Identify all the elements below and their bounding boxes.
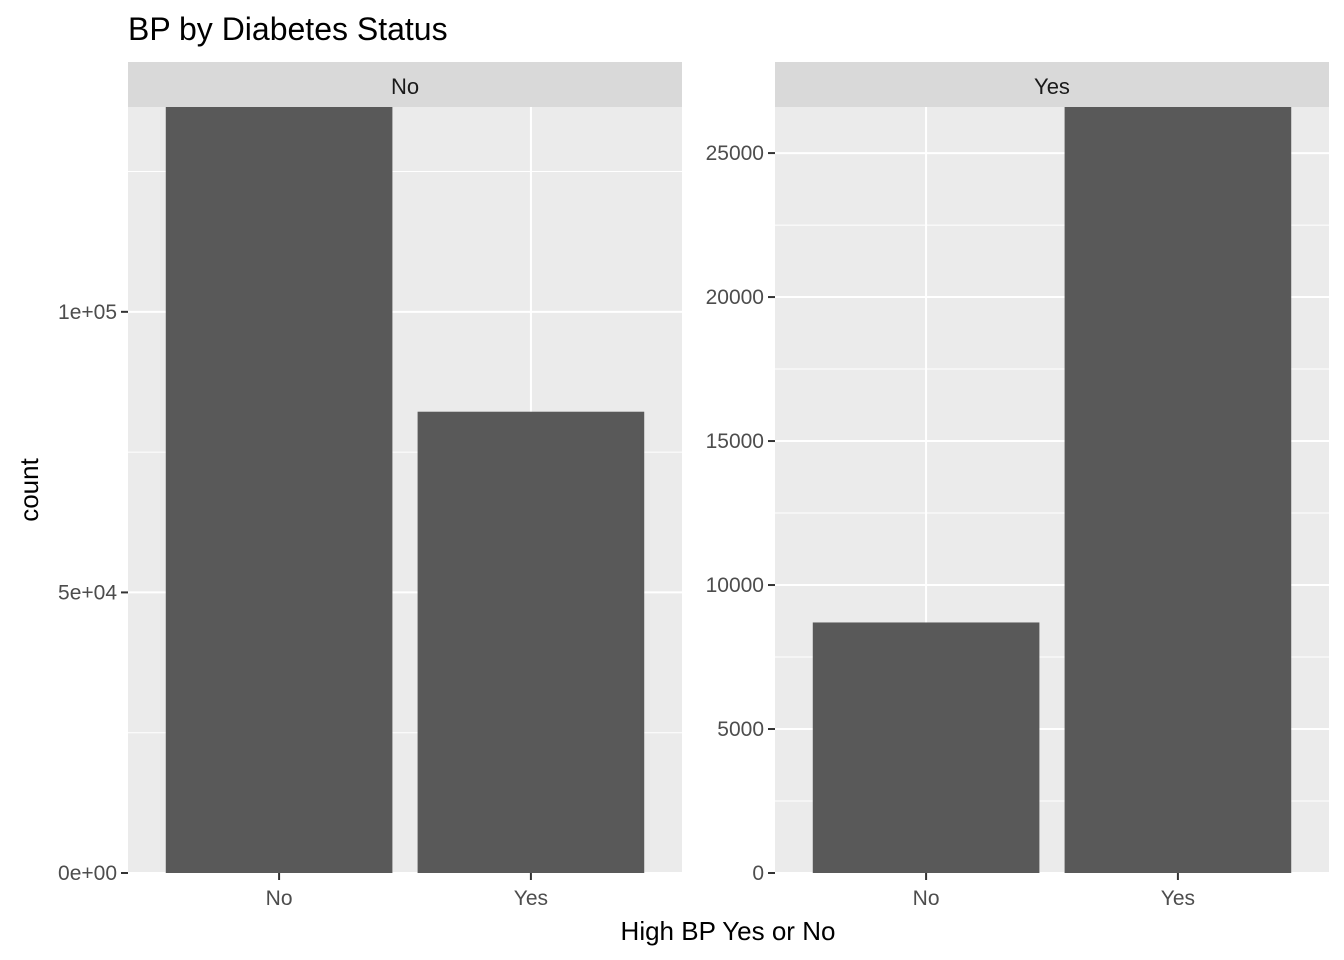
facet-panel-yes: Yes 0 5000 10000 15000 20000 25000 No Yes	[706, 62, 1329, 910]
facet-strip	[128, 62, 682, 107]
y-tick-label: 15000	[706, 430, 764, 453]
facet-strip-label: Yes	[1034, 74, 1070, 99]
chart-title: BP by Diabetes Status	[128, 11, 448, 47]
bar-yes-no	[812, 622, 1040, 873]
x-tick-label: Yes	[514, 887, 548, 910]
y-tick-label: 10000	[706, 574, 764, 597]
y-tick-label: 25000	[706, 142, 764, 165]
y-tick-label: 5e+04	[58, 581, 117, 604]
facet-panel-no: No 0e+00 5e+04 1e+05 No Yes	[58, 62, 682, 910]
x-tick-label: No	[913, 887, 940, 910]
y-tick-label: 0e+00	[58, 862, 117, 885]
bar-yes-yes	[1064, 107, 1292, 873]
bar-no-no	[165, 107, 393, 873]
x-axis-title: High BP Yes or No	[621, 916, 836, 946]
y-axis-title: count	[14, 457, 44, 521]
facet-panels: No 0e+00 5e+04 1e+05 No Yes Yes 0 5000 10000 15000…	[58, 62, 1329, 910]
bar-no-yes	[417, 411, 645, 873]
y-tick-label: 5000	[717, 718, 764, 741]
x-tick-label: Yes	[1161, 887, 1195, 910]
x-tick-label: No	[266, 887, 293, 910]
facet-strip	[775, 62, 1329, 107]
y-tick-label: 0	[752, 862, 764, 885]
y-tick-label: 1e+05	[58, 301, 117, 324]
y-tick-label: 20000	[706, 286, 764, 309]
facet-strip-label: No	[391, 74, 419, 99]
